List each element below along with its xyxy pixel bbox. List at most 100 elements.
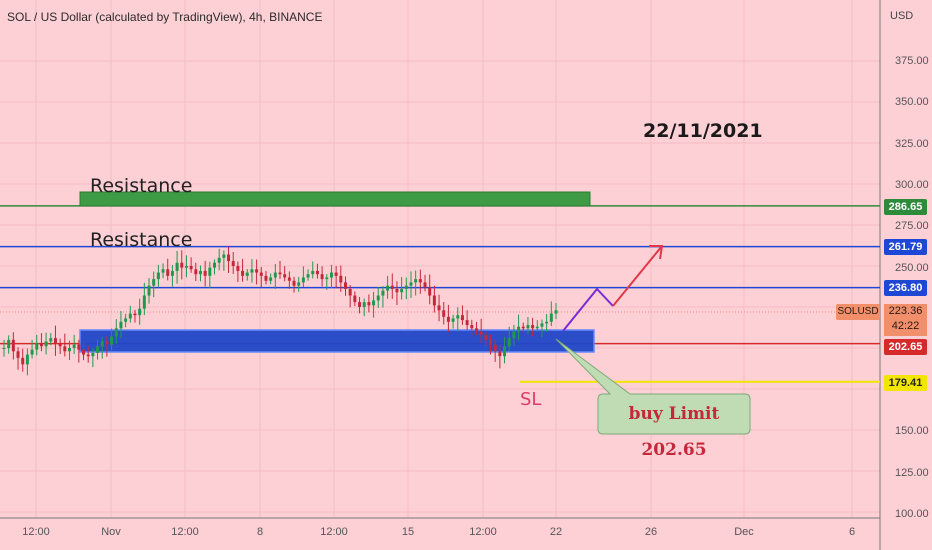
stop-loss-label: SL — [520, 389, 542, 410]
price-label-yellow: 179.41 — [884, 375, 927, 391]
candle-body — [184, 266, 188, 268]
x-tick: 12:00 — [469, 526, 497, 538]
candle-body — [343, 282, 347, 289]
candle-body — [82, 349, 86, 355]
candle-body — [418, 279, 422, 283]
candle-body — [521, 326, 525, 329]
candle-body — [297, 282, 301, 286]
candle-body — [348, 288, 352, 296]
candle-body — [236, 266, 240, 271]
y-tick: 300.00 — [895, 179, 929, 191]
candle-body — [409, 282, 413, 286]
candle-body — [526, 325, 530, 329]
candle-body — [241, 270, 245, 276]
candle-body — [400, 288, 404, 293]
candle-body — [549, 313, 553, 322]
candle-body — [49, 338, 53, 342]
candle-body — [250, 269, 254, 273]
buy-limit-callout — [555, 338, 751, 435]
candle-body — [142, 295, 146, 309]
candle-body — [16, 351, 20, 358]
candle-body — [67, 348, 71, 352]
candle-body — [545, 321, 549, 324]
x-tick: 12:00 — [171, 526, 199, 538]
y-tick: 125.00 — [895, 467, 929, 479]
price-label-blue-top: 261.79 — [884, 239, 927, 255]
y-tick: 100.00 — [895, 508, 929, 520]
candle-body — [100, 341, 104, 347]
y-tick: 250.00 — [895, 262, 929, 274]
candle-body — [432, 295, 436, 306]
candle-body — [460, 315, 464, 321]
candle-body — [198, 270, 202, 275]
candle-body — [21, 357, 25, 365]
candle-body — [329, 272, 333, 278]
candle-body — [25, 354, 29, 365]
candle-body — [156, 272, 160, 280]
symbol-tag: SOLUSD — [836, 304, 880, 320]
candle-body — [456, 315, 460, 319]
candle-body — [283, 274, 287, 278]
x-tick: 22 — [549, 526, 563, 538]
candle-body — [269, 277, 273, 281]
candle-body — [189, 266, 193, 270]
candle-body — [11, 339, 15, 352]
date-annotation: 22/11/2021 — [643, 120, 763, 142]
candle-body — [91, 352, 95, 357]
candle-body — [278, 272, 282, 275]
candle-body — [128, 313, 132, 319]
candle-body — [484, 334, 488, 340]
candle-body — [404, 285, 408, 289]
candle-body — [63, 346, 67, 352]
y-tick: 150.00 — [895, 425, 929, 437]
candle-body — [446, 316, 450, 322]
candle-body — [493, 344, 497, 352]
candle-body — [227, 254, 231, 262]
candle-body — [259, 272, 263, 276]
candle-body — [376, 295, 380, 301]
currency-label[interactable]: USD — [890, 10, 914, 22]
candle-body — [535, 326, 539, 329]
candle-body — [507, 338, 511, 347]
candle-body — [395, 288, 399, 293]
price-label-green: 286.65 — [884, 199, 927, 215]
candle-body — [105, 341, 109, 345]
candle-body — [217, 257, 221, 263]
candle-body — [147, 285, 151, 296]
candle-body — [554, 310, 558, 314]
projection-path — [562, 287, 614, 332]
candle-body — [166, 269, 170, 276]
x-tick: 12:00 — [22, 526, 50, 538]
candle-body — [470, 325, 474, 329]
candle-body — [451, 318, 455, 322]
candle-body — [353, 295, 357, 303]
candle-body — [474, 328, 478, 332]
candle-body — [287, 277, 291, 281]
candle-body — [489, 339, 493, 345]
candle-body — [161, 269, 165, 273]
candle-body — [152, 279, 156, 286]
candle-body — [292, 280, 296, 286]
candle-body — [358, 302, 362, 307]
last-price-value: 223.36 — [888, 305, 923, 317]
candle-body — [114, 328, 118, 337]
candle-body — [208, 267, 212, 276]
x-tick: 12:00 — [320, 526, 348, 538]
x-tick: Dec — [734, 526, 754, 538]
candle-body — [512, 331, 516, 339]
candle-body — [138, 308, 142, 316]
candle-body — [320, 274, 324, 280]
candle-body — [175, 262, 179, 271]
candle-body — [170, 270, 174, 276]
candle-body — [362, 302, 366, 307]
candle-body — [503, 346, 507, 357]
candle-body — [30, 349, 34, 355]
y-tick: 275.00 — [895, 220, 929, 232]
candle-body — [119, 321, 123, 329]
candle-body — [315, 270, 319, 275]
candle-body — [540, 323, 544, 327]
candle-body — [180, 262, 184, 268]
candle-body — [96, 346, 100, 353]
candle-body — [273, 272, 277, 278]
